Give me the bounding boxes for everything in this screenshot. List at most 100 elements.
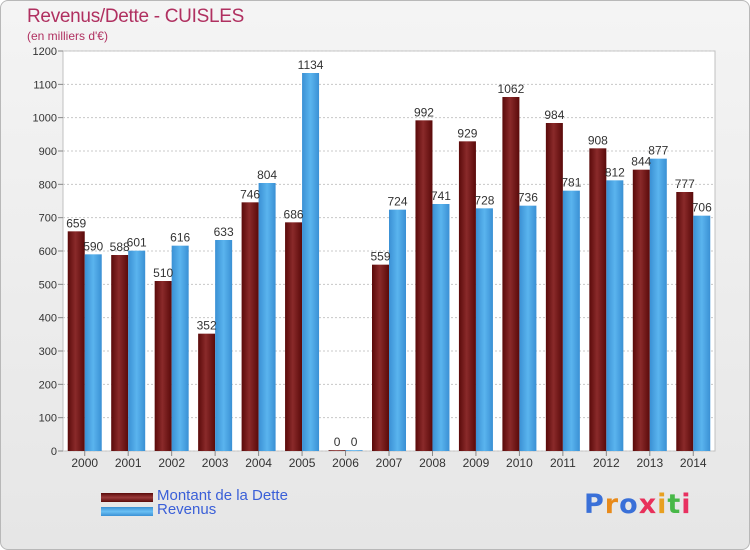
bar-revenus-2007 — [389, 209, 406, 451]
legend-label-dette: Montant de la Dette — [157, 487, 288, 504]
bar-revenus-2000 — [84, 254, 102, 451]
value-label-dette-2008: 992 — [414, 105, 434, 119]
bar-revenus-2014 — [693, 215, 711, 451]
value-label-revenus-2009: 728 — [474, 193, 494, 207]
y-tick-label: 1100 — [33, 79, 57, 91]
bar-revenus-2006 — [345, 450, 363, 451]
y-tick-label: 100 — [39, 413, 57, 425]
value-label-revenus-2007: 724 — [387, 195, 407, 209]
value-label-dette-2005: 686 — [284, 207, 304, 221]
x-tick-label-2011: 2011 — [550, 456, 576, 470]
bar-revenus-2010 — [519, 205, 537, 451]
chart-subtitle: (en milliers d'€) — [27, 29, 108, 43]
bar-dette-2000 — [67, 231, 85, 451]
bar-revenus-2008 — [432, 204, 450, 451]
logo-letter: i — [657, 489, 668, 520]
bar-revenus-2011 — [562, 190, 580, 451]
value-label-revenus-2002: 616 — [170, 231, 190, 245]
y-tick-label: 900 — [39, 146, 57, 158]
bar-dette-2012 — [589, 148, 607, 452]
value-label-dette-2004: 746 — [240, 187, 260, 201]
y-tick-label: 300 — [39, 346, 57, 358]
x-tick-label-2010: 2010 — [506, 456, 533, 470]
value-label-dette-2007: 559 — [370, 250, 390, 264]
x-tick-label-2007: 2007 — [376, 456, 403, 470]
bar-revenus-2003 — [215, 240, 233, 451]
value-label-dette-2014: 777 — [675, 177, 695, 191]
bar-revenus-2002 — [171, 245, 189, 451]
legend-label-revenus: Revenus — [157, 501, 217, 518]
bar-dette-2002 — [154, 281, 172, 451]
value-label-dette-2003: 352 — [197, 319, 217, 333]
legend-swatch-revenus — [101, 507, 153, 516]
y-tick-label: 400 — [39, 313, 57, 325]
bars-group — [67, 73, 711, 452]
proxiti-logo: Proxiti — [584, 489, 692, 520]
value-label-revenus-2008: 741 — [431, 189, 451, 203]
x-tick-label-2013: 2013 — [636, 456, 663, 470]
bar-dette-2004 — [241, 202, 259, 451]
x-tick-label-2005: 2005 — [289, 456, 316, 470]
value-label-dette-2009: 929 — [457, 126, 477, 140]
chart-title: Revenus/Dette - CUISLES — [27, 6, 244, 27]
y-tick-label: 500 — [39, 279, 57, 291]
bar-revenus-2009 — [475, 208, 493, 451]
legend-swatch-dette — [101, 493, 153, 502]
bar-dette-2008 — [415, 120, 433, 451]
value-label-revenus-2001: 601 — [127, 236, 147, 250]
bar-dette-2006 — [328, 450, 346, 451]
value-label-revenus-2011: 781 — [561, 176, 581, 190]
value-label-revenus-2012: 812 — [605, 165, 625, 179]
value-label-revenus-2000: 590 — [83, 239, 103, 253]
value-label-revenus-2014: 706 — [692, 201, 712, 215]
y-tick-label: 700 — [39, 213, 57, 225]
value-label-dette-2010: 1062 — [498, 82, 525, 96]
logo-letter: r — [604, 489, 620, 520]
logo-letter: P — [584, 489, 605, 520]
bar-dette-2007 — [372, 264, 389, 451]
y-tick-label: 1200 — [33, 46, 57, 58]
value-label-revenus-2010: 736 — [518, 191, 538, 205]
value-label-dette-2000: 659 — [66, 216, 86, 230]
x-axis-ticks: 2000 2001 2002 2003 2004 2005 2006 2007 2008 2009… — [71, 451, 707, 470]
value-label-revenus-2004: 804 — [257, 168, 277, 182]
value-label-dette-2013: 844 — [631, 155, 651, 169]
x-tick-label-2001: 2001 — [115, 456, 142, 470]
bar-dette-2001 — [111, 255, 129, 451]
value-label-dette-2012: 908 — [588, 133, 608, 147]
logo-letter: x — [638, 489, 658, 520]
x-tick-label-2014: 2014 — [680, 456, 707, 470]
bar-revenus-2004 — [258, 183, 276, 451]
y-axis-ticks: 0 100 200 300 400 500 600 700 800 900 1000 1100 1200 — [33, 46, 63, 458]
logo-letter: o — [619, 489, 639, 520]
bar-dette-2011 — [545, 123, 563, 451]
y-tick-label: 0 — [51, 446, 57, 458]
x-tick-label-2008: 2008 — [419, 456, 446, 470]
logo-letter: i — [681, 489, 692, 520]
bar-revenus-2013 — [649, 158, 667, 451]
value-label-revenus-2013: 877 — [648, 144, 668, 158]
y-tick-label: 600 — [39, 246, 57, 258]
bar-revenus-2012 — [606, 180, 624, 452]
bar-dette-2003 — [198, 333, 216, 451]
value-label-revenus-2005: 1134 — [298, 58, 324, 72]
bar-dette-2005 — [285, 222, 303, 451]
bar-dette-2014 — [676, 192, 694, 451]
y-tick-label: 800 — [39, 179, 57, 191]
bar-dette-2010 — [502, 97, 520, 451]
bar-revenus-2001 — [128, 250, 146, 451]
bar-dette-2013 — [632, 169, 650, 451]
bar-revenus-2005 — [302, 73, 320, 451]
logo-letter: t — [667, 489, 682, 520]
y-tick-label: 1000 — [33, 113, 57, 125]
x-tick-label-2012: 2012 — [593, 456, 620, 470]
x-tick-label-2006: 2006 — [332, 456, 359, 470]
x-tick-label-2002: 2002 — [158, 456, 185, 470]
value-label-dette-2002: 510 — [153, 266, 173, 280]
value-label-dette-2011: 984 — [544, 108, 564, 122]
x-tick-label-2004: 2004 — [245, 456, 272, 470]
y-tick-label: 200 — [39, 379, 57, 391]
